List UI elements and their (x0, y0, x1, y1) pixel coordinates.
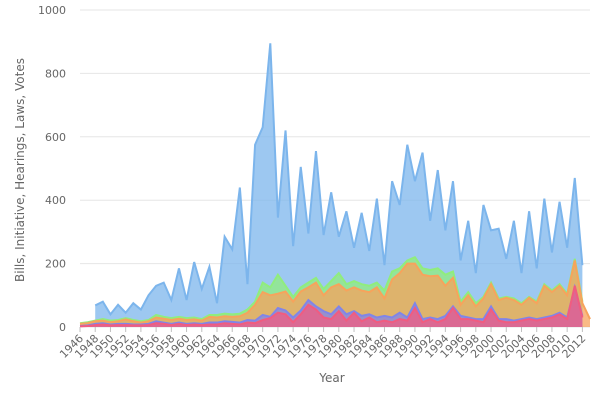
series-area (80, 260, 590, 327)
x-axis-title: Year (318, 371, 344, 385)
y-axis-ticks: 0 200 400 600 800 1000 (38, 4, 66, 334)
y-tick-label: 1000 (38, 4, 66, 17)
x-axis-ticks: 1946194819501952195419561958196019621964… (57, 327, 589, 361)
series-5 (79, 285, 584, 328)
y-tick-label: 0 (59, 321, 66, 334)
series-3 (79, 260, 591, 327)
y-tick-label: 600 (45, 131, 66, 144)
series-area (80, 285, 583, 327)
y-tick-label: 400 (45, 194, 66, 207)
y-tick-label: 800 (45, 67, 66, 80)
series-areas (79, 43, 591, 328)
series-line (79, 260, 591, 325)
series-line (79, 285, 584, 328)
series-line (94, 43, 584, 317)
y-tick-label: 200 (45, 258, 66, 271)
y-axis-title: Bills, Initiative, Hearings, Laws, Votes (13, 58, 27, 282)
